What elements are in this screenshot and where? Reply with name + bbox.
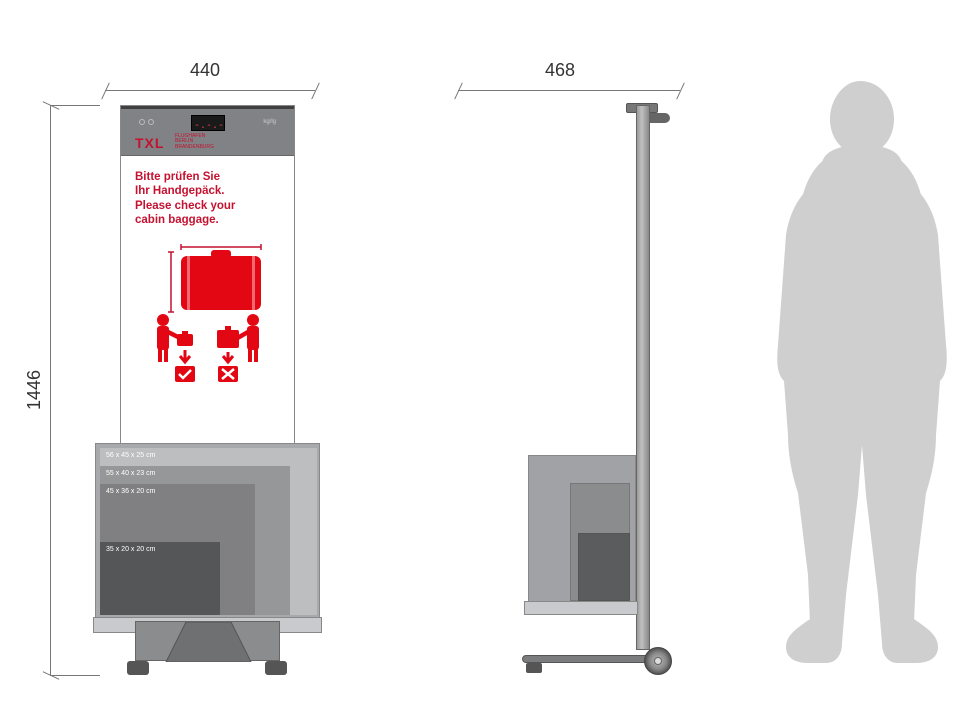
dim-height-label: 1446 bbox=[24, 370, 45, 410]
txl-brand: TXL bbox=[135, 135, 164, 151]
dim-width-side-line bbox=[458, 90, 680, 91]
suitcase-icon bbox=[163, 242, 253, 302]
dim-width-front-label: 440 bbox=[175, 60, 235, 81]
side-foot bbox=[526, 663, 542, 673]
wheel bbox=[644, 647, 672, 675]
dim-width-front-line bbox=[105, 90, 315, 91]
wheel-hub bbox=[654, 657, 662, 665]
person-silhouette bbox=[750, 75, 970, 685]
dim-tick bbox=[454, 83, 463, 100]
base-shape bbox=[136, 622, 281, 662]
side-base-plate bbox=[522, 655, 662, 663]
dim-height-line bbox=[50, 105, 51, 675]
msg-de-1: Bitte prüfen Sie bbox=[135, 170, 280, 184]
weight-display: -.-.- bbox=[191, 115, 225, 131]
people-row bbox=[135, 312, 280, 384]
dim-tick bbox=[101, 83, 110, 100]
dim-width-side-label: 468 bbox=[530, 60, 590, 81]
tray-back: 56 x 45 x 25 cm55 x 40 x 23 cm45 x 36 x … bbox=[95, 443, 320, 618]
size-tray-front: 56 x 45 x 25 cm55 x 40 x 23 cm45 x 36 x … bbox=[95, 443, 320, 633]
dim-tick bbox=[676, 83, 685, 100]
side-view bbox=[455, 105, 680, 675]
dim-guide bbox=[50, 675, 100, 676]
side-tray-rim bbox=[524, 601, 638, 615]
dim-tick bbox=[311, 83, 320, 100]
check-text: Bitte prüfen Sie Ihr Handgepäck. Please … bbox=[135, 170, 280, 228]
side-tray bbox=[526, 455, 636, 615]
msg-en-1: Please check your bbox=[135, 199, 280, 213]
kiosk-header: -.-.- kg/lg TXL FLUGHAFEN BERLIN BRANDEN… bbox=[121, 106, 294, 156]
txl-subtitle: FLUGHAFEN BERLIN BRANDENBURG bbox=[175, 134, 214, 151]
kiosk-body: Bitte prüfen Sie Ihr Handgepäck. Please … bbox=[121, 156, 294, 394]
person-fail-icon bbox=[213, 312, 271, 384]
foot-left bbox=[127, 661, 149, 675]
power-icons bbox=[139, 119, 154, 125]
front-view: -.-.- kg/lg TXL FLUGHAFEN BERLIN BRANDEN… bbox=[95, 105, 320, 675]
msg-en-2: cabin baggage. bbox=[135, 213, 280, 227]
side-box-dark bbox=[578, 533, 630, 601]
kiosk-base-front bbox=[135, 621, 280, 661]
dim-guide bbox=[50, 105, 100, 106]
side-handle bbox=[648, 113, 670, 123]
svg-text:-.-.-: -.-.- bbox=[193, 120, 223, 131]
kg-label: kg/lg bbox=[263, 119, 276, 125]
person-ok-icon bbox=[145, 312, 203, 384]
size-box: 35 x 20 x 20 cm bbox=[100, 542, 220, 615]
msg-de-2: Ihr Handgepäck. bbox=[135, 184, 280, 198]
side-pole bbox=[636, 105, 650, 650]
kiosk-top-panel: -.-.- kg/lg TXL FLUGHAFEN BERLIN BRANDEN… bbox=[120, 105, 295, 445]
foot-right bbox=[265, 661, 287, 675]
